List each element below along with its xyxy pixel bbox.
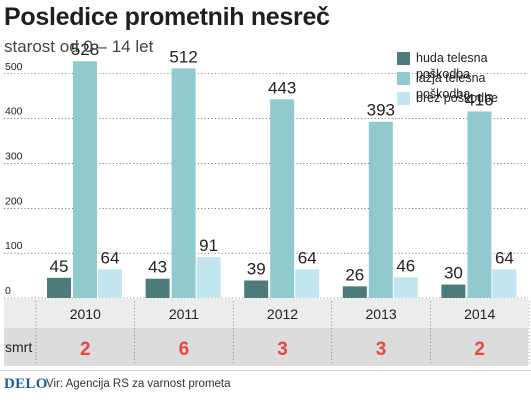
bar-value-label: 26 (345, 265, 364, 284)
bar-value-label: 416 (465, 90, 493, 109)
bar-value-label: 91 (199, 236, 218, 255)
deaths-value: 3 (277, 339, 288, 360)
bar (244, 280, 269, 298)
x-axis-band (4, 299, 528, 328)
chart-subtitle: starost od 0 – 14 let (4, 37, 154, 56)
bar-value-label: 64 (298, 248, 317, 267)
legend-swatch-minor (397, 72, 410, 85)
bar (342, 286, 367, 298)
bar (98, 269, 122, 298)
deaths-value: 2 (80, 339, 91, 360)
bar-value-label: 39 (247, 260, 266, 279)
x-tick-label: 2013 (366, 306, 397, 322)
y-tick-label: 500 (5, 61, 23, 73)
bar (196, 257, 221, 298)
legend-label-none: brez poškodbe (416, 91, 499, 105)
legend-item-none: brez poškodbe (397, 90, 531, 110)
deaths-band (4, 328, 528, 366)
legend-item-minor: lažja telesna poškodba (397, 70, 531, 101)
bar-chart: 0 100 200 300 400 500 45 528 64 2010 2 43 512 91 2011 6… (4, 40, 530, 366)
bar (295, 269, 320, 298)
deaths-label: smrt (5, 339, 32, 355)
legend: huda telesna poškodba lažja telesna pošk… (397, 50, 531, 110)
bar-value-label: 45 (50, 257, 69, 276)
deaths-value: 6 (179, 339, 190, 360)
legend-item-severe: huda telesna poškodba (397, 50, 531, 81)
y-tick-label: 100 (5, 240, 23, 252)
x-tick-label: 2012 (267, 306, 298, 322)
bar-value-label: 64 (495, 248, 514, 267)
bar (73, 61, 97, 298)
bar (47, 277, 71, 298)
bar (368, 121, 393, 298)
delo-logo: DELO (4, 376, 48, 392)
legend-swatch-none (397, 92, 410, 105)
bar (145, 278, 170, 298)
x-tick-label: 2011 (169, 306, 199, 322)
deaths-value: 2 (474, 339, 485, 360)
source-note: Vir: Agencija RS za varnost prometa (46, 378, 231, 390)
bar-value-label: 393 (367, 101, 395, 120)
bar-value-label: 528 (71, 40, 99, 59)
y-tick-label: 300 (5, 150, 23, 162)
y-tick-label: 200 (5, 195, 23, 207)
footer: DELO Vir: Agencija RS za varnost prometa (0, 370, 531, 401)
bar (171, 68, 196, 298)
legend-swatch-severe (397, 52, 410, 65)
bar (270, 99, 295, 298)
bar-value-label: 30 (444, 264, 463, 283)
x-tick-label: 2010 (70, 306, 101, 322)
legend-label-minor: lažja telesna poškodba (416, 71, 486, 101)
y-tick-label: 400 (5, 106, 23, 118)
bar-value-label: 512 (169, 47, 197, 66)
chart-title: Posledice prometnih nesreč (4, 3, 330, 31)
bar-value-label: 64 (101, 248, 120, 267)
bar (441, 284, 466, 298)
bar-value-label: 46 (396, 256, 415, 275)
bar-value-label: 43 (148, 258, 167, 277)
bar (492, 269, 517, 298)
y-tick-label: 0 (5, 285, 11, 297)
bar-value-label: 443 (268, 78, 296, 97)
bar (393, 277, 418, 298)
legend-label-severe: huda telesna poškodba (416, 51, 488, 81)
bar (467, 111, 492, 298)
x-tick-label: 2014 (464, 306, 495, 322)
deaths-value: 3 (376, 339, 387, 360)
